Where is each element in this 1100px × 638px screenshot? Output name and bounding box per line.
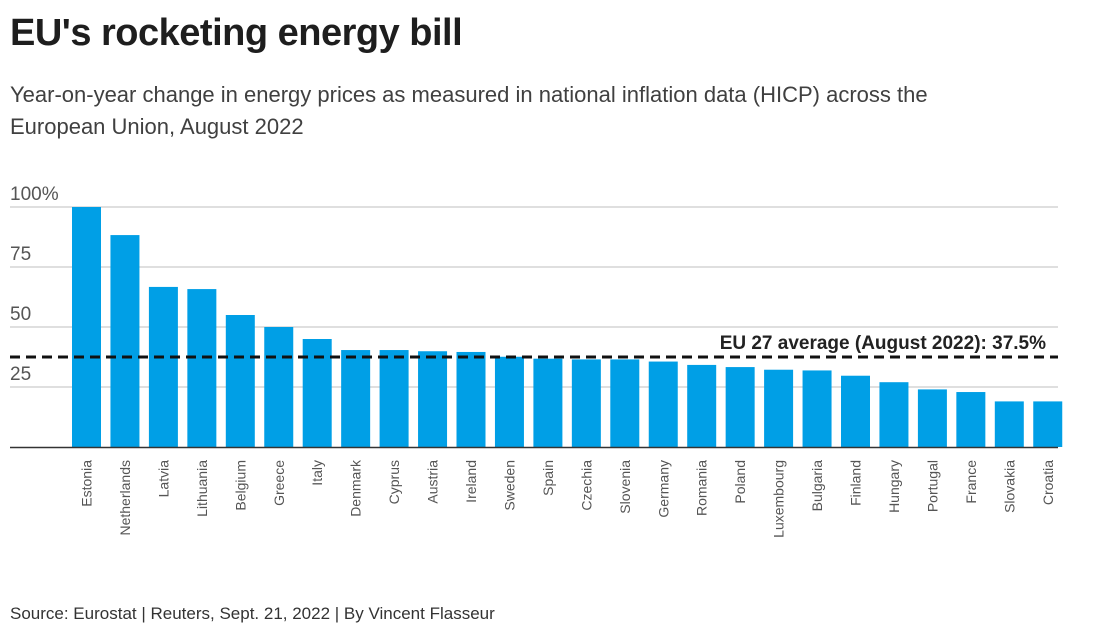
x-tick-label: Estonia (79, 460, 95, 507)
bar-latvia (148, 286, 178, 447)
bar-hungary (879, 382, 909, 447)
x-tick-label: Cyprus (386, 460, 402, 504)
x-tick-label: Czechia (578, 460, 594, 511)
bar-france (956, 392, 986, 447)
x-tick-label: Portugal (924, 460, 940, 512)
bar-austria (418, 351, 448, 447)
bar-belgium (225, 315, 255, 447)
x-tick-label: Latvia (155, 460, 171, 498)
bar-slovakia (994, 401, 1024, 447)
x-tick-label: Greece (271, 460, 287, 506)
x-tick-label: Croatia (1040, 460, 1056, 505)
x-tick-label: Lithuania (194, 460, 210, 517)
bar-lithuania (187, 289, 217, 447)
bar-chart: 25 50 75 100% Estonia Netherlands Latvia Lithu… (10, 184, 1063, 538)
bar-luxembourg (764, 369, 794, 447)
x-tick-label: Ireland (463, 460, 479, 503)
bar-denmark (341, 350, 371, 447)
y-tick-label: 100% (10, 184, 59, 205)
y-tick-label: 50 (10, 304, 31, 325)
y-axis-ticks: 25 50 75 100% (10, 184, 59, 385)
x-tick-label: Belgium (232, 460, 248, 511)
chart-subtitle: Year-on-year change in energy prices as … (10, 82, 928, 139)
bars (72, 207, 1063, 447)
x-tick-label: Denmark (348, 459, 364, 517)
x-tick-label: France (963, 460, 979, 504)
x-tick-label: Finland (848, 460, 864, 506)
bar-slovenia (610, 359, 640, 447)
x-tick-label: Bulgaria (809, 460, 825, 512)
x-tick-label: Austria (425, 460, 441, 504)
bar-bulgaria (802, 370, 832, 447)
bar-germany (648, 361, 678, 447)
x-tick-label: Hungary (886, 460, 902, 513)
x-tick-label: Netherlands (117, 460, 133, 536)
x-tick-label: Romania (694, 460, 710, 516)
y-tick-label: 75 (10, 244, 31, 265)
x-tick-label: Germany (655, 460, 671, 518)
bar-cyprus (379, 350, 409, 447)
x-tick-label: Sweden (501, 460, 517, 511)
chart-title: EU's rocketing energy bill (10, 12, 463, 54)
bar-italy (302, 339, 332, 447)
bar-croatia (1033, 401, 1063, 447)
bar-portugal (917, 389, 947, 447)
x-axis-ticks: Estonia Netherlands Latvia Lithuania Belgium… (79, 459, 1056, 538)
bar-sweden (494, 356, 524, 447)
x-tick-label: Poland (732, 460, 748, 504)
bar-spain (533, 358, 563, 447)
bar-greece (264, 327, 294, 447)
bar-netherlands (110, 235, 140, 447)
bar-estonia (72, 207, 101, 447)
average-reference-label: EU 27 average (August 2022): 37.5% (720, 333, 1046, 354)
x-tick-label: Italy (309, 460, 325, 486)
bar-ireland (456, 351, 486, 447)
x-tick-label: Luxembourg (771, 460, 787, 538)
x-tick-label: Spain (540, 460, 556, 496)
bar-finland (841, 375, 870, 447)
bar-czechia (571, 359, 601, 447)
bar-poland (725, 367, 755, 447)
y-tick-label: 25 (10, 364, 31, 385)
x-tick-label: Slovenia (617, 460, 633, 514)
bar-romania (687, 364, 717, 447)
x-tick-label: Slovakia (1001, 460, 1017, 513)
source-note: Source: Eurostat | Reuters, Sept. 21, 20… (10, 604, 495, 623)
